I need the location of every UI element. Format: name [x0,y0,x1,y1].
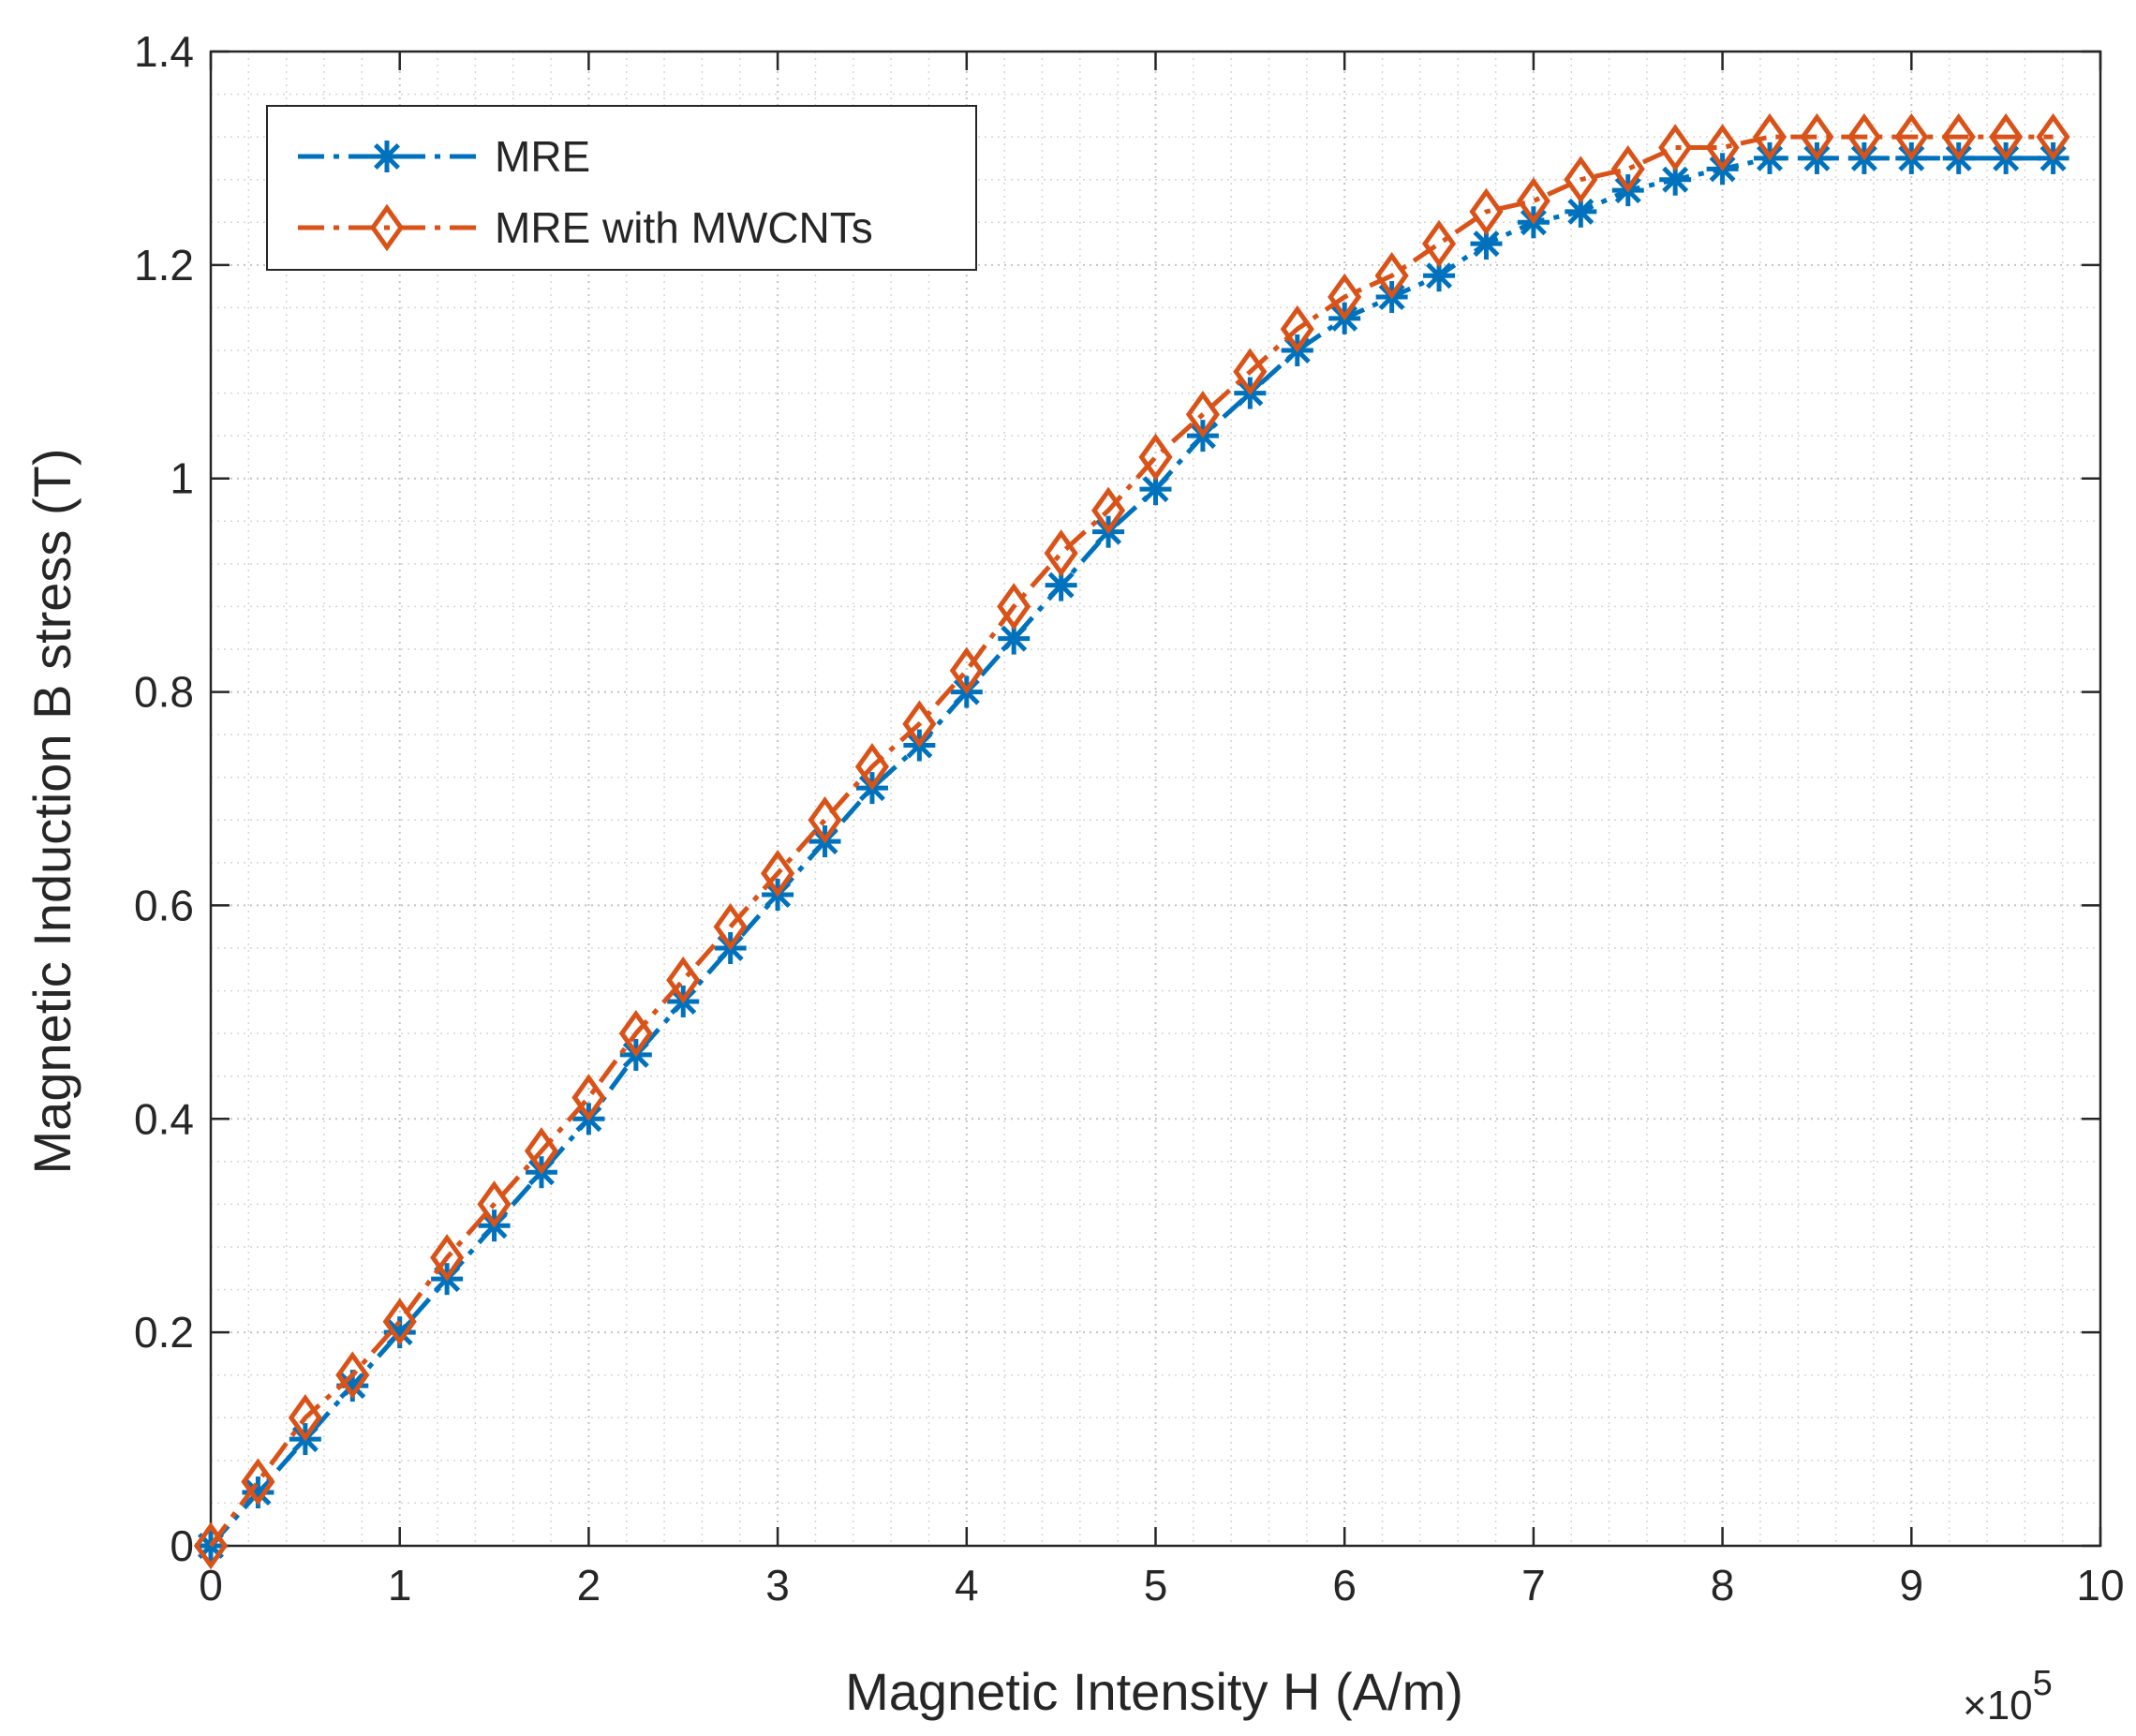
data-point [1752,112,1787,161]
data-point [902,700,937,749]
data-point [854,743,890,791]
x-exponent-base: ×10 [1963,1683,2033,1729]
x-tick-label: 6 [1332,1561,1357,1610]
data-point [1847,112,1881,161]
x-tick-label: 3 [765,1561,790,1610]
series-line [209,156,2054,1548]
x-tick-label: 2 [577,1561,601,1610]
data-point [382,1298,417,1346]
data-point [1894,112,1929,161]
data-point [713,902,748,951]
legend-marker-mre [371,141,403,172]
data-point [1516,177,1550,225]
data-point [193,1521,229,1570]
x-exponent-label: ×105 [1963,1664,2053,1729]
legend: MRE MRE with MWCNTs [266,105,977,271]
x-tick-label: 8 [1711,1561,1735,1610]
data-point [1658,124,1693,171]
y-axis-label: Magnetic Induction B stress (T) [22,449,82,1175]
data-point [998,622,1031,655]
legend-entry-mwcnt: MRE with MWCNTs [298,203,873,252]
data-point [1233,348,1268,396]
data-point [571,1074,606,1121]
data-point [618,1009,653,1058]
data-point [241,1458,275,1506]
x-tick-label: 10 [2076,1561,2124,1610]
data-point [1185,391,1220,438]
data-point [1989,112,2024,161]
y-tick-label: 1.2 [134,241,194,289]
grid [211,52,2100,1546]
data-point [477,1180,512,1228]
data-point [666,956,701,1004]
data-point [1091,486,1126,535]
data-point [335,1351,370,1400]
series-mre-mwcnts [193,112,2070,1570]
data-point [1800,112,1834,161]
legend-marker-icon [369,203,405,252]
data-point [1705,124,1740,171]
data-point [288,1393,322,1442]
data-point [1469,187,1504,236]
x-axis-label: Magnetic Intensity H (A/m) [845,1662,1463,1721]
x-tick-label: 9 [1900,1561,1924,1610]
data-point [949,646,984,695]
data-point [1280,304,1314,353]
legend-marker-icon [371,141,403,172]
data-point [1374,251,1409,300]
series-line [208,134,2054,1548]
data-point [524,1127,559,1175]
x-tick-label: 4 [955,1561,979,1610]
y-tick-label: 0.8 [134,668,194,717]
data-point [430,1234,465,1282]
y-tick-label: 1 [170,454,194,503]
data-point [1328,273,1362,321]
x-exponent-power: 5 [2033,1664,2053,1703]
data-point [1941,112,1976,161]
x-tick-label: 1 [388,1561,412,1610]
data-point [1044,529,1078,577]
legend-label-mre: MRE [495,132,590,181]
legend-label-mwcnt: MRE with MWCNTs [495,203,873,252]
y-tick-label: 0 [170,1521,194,1570]
data-point [2036,112,2070,161]
y-tick-label: 1.4 [134,27,194,76]
data-point [997,583,1031,631]
legend-marker-mwcnt [369,203,405,252]
legend-entry-mre: MRE [298,132,590,181]
data-point [808,795,842,844]
data-point [1138,433,1173,482]
y-tick-label: 0.2 [134,1308,194,1357]
data-point [761,849,795,898]
x-tick-label: 5 [1144,1561,1168,1610]
series [193,112,2070,1570]
data-point [1421,219,1457,268]
data-point [1610,145,1645,193]
y-tick-label: 0.6 [134,881,194,929]
data-point [1564,156,1598,204]
x-tick-label: 7 [1521,1561,1546,1610]
y-tick-label: 0.4 [134,1094,194,1143]
